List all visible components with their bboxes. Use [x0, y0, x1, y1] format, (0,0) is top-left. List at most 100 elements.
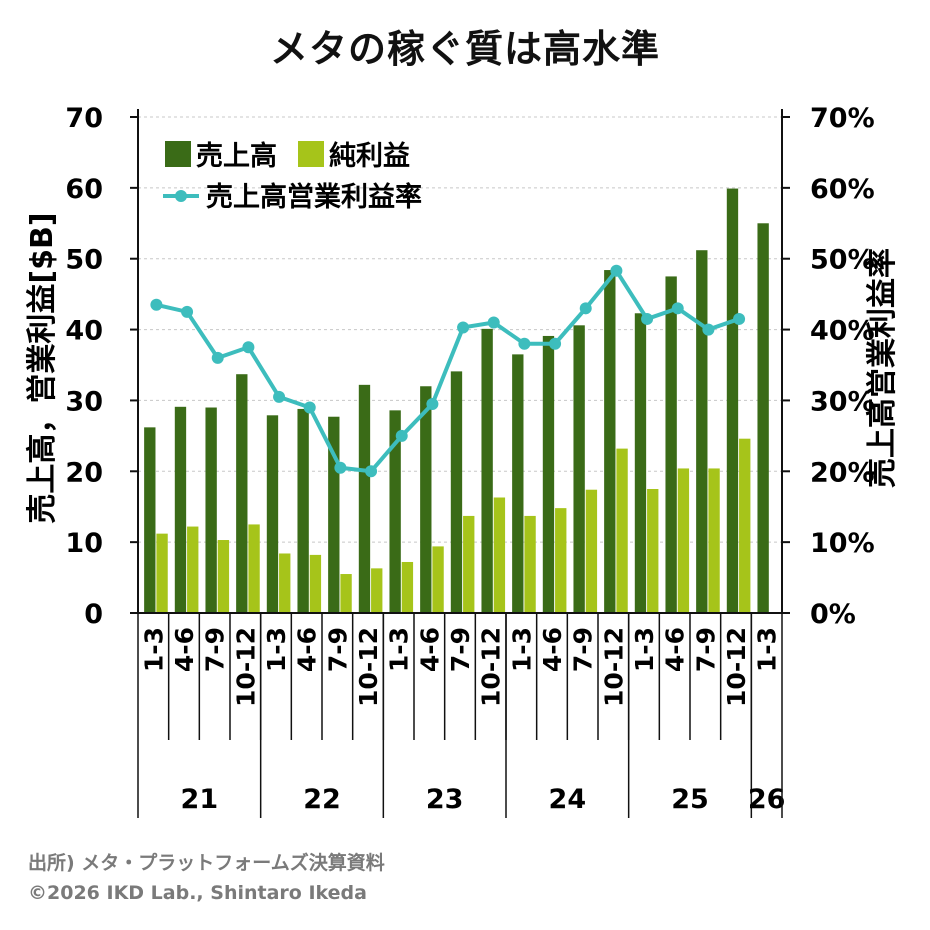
revenue-bar	[205, 407, 217, 613]
margin-point	[395, 429, 408, 442]
x-tick-label: 7-9	[323, 627, 352, 672]
net-income-bar	[248, 524, 260, 613]
margin-point	[150, 298, 163, 311]
legend-label-net-income: 純利益	[329, 140, 410, 172]
source-note: 出所) メタ・プラットフォームズ決算資料	[28, 852, 385, 874]
x-tick-label: 7-9	[691, 627, 720, 672]
x-tick-label: 10-12	[722, 627, 751, 707]
y-tick-label: 30	[65, 386, 103, 417]
margin-point	[733, 312, 746, 325]
y2-axis-title: 売上高営業利益率	[865, 248, 900, 488]
margin-point	[579, 302, 592, 315]
revenue-bar	[144, 427, 156, 613]
margin-point	[671, 302, 684, 315]
net-income-bar	[371, 568, 383, 613]
margin-point	[211, 351, 224, 364]
y-tick-label: 60	[65, 174, 103, 205]
revenue-bar	[757, 223, 769, 614]
net-income-bar	[340, 574, 352, 613]
revenue-bar	[573, 325, 585, 613]
margin-point	[610, 264, 623, 277]
revenue-bar	[328, 416, 340, 613]
y-tick-label: 10	[65, 528, 103, 559]
margin-point	[181, 305, 194, 318]
x-tick-label: 10-12	[477, 627, 506, 707]
revenue-bar	[420, 386, 432, 613]
net-income-bar	[616, 448, 628, 613]
y2-tick-label: 20%	[810, 457, 875, 488]
x-tick-label: 7-9	[201, 627, 230, 672]
legend-label-margin: 売上高営業利益率	[206, 181, 422, 213]
legend-label-revenue: 売上高	[196, 140, 277, 172]
net-income-bar	[401, 561, 414, 613]
margin-line	[155, 267, 740, 474]
revenue-bar	[236, 374, 248, 613]
x-tick-label: 4-6	[538, 627, 567, 672]
year-label: 22	[303, 784, 341, 815]
year-label: 24	[549, 784, 587, 815]
x-tick-label: 1-3	[507, 627, 536, 672]
legend-marker-margin	[175, 190, 187, 202]
net-income-bar	[187, 526, 199, 613]
y2-tick-label: 0%	[810, 599, 856, 630]
revenue-bar	[726, 188, 739, 613]
y2-tick-label: 40%	[810, 316, 875, 347]
x-tick-label: 4-6	[415, 627, 444, 672]
x-tick-label: 7-9	[446, 627, 475, 672]
x-tick-label: 1-3	[753, 627, 782, 672]
margin-point	[273, 390, 286, 403]
revenue-bar	[665, 276, 677, 613]
margin-point	[518, 337, 531, 350]
y-tick-label: 20	[65, 457, 103, 488]
copyright-note: ©2026 IKD Lab., Shintaro Ikeda	[28, 882, 367, 904]
x-tick-label: 1-3	[139, 627, 168, 672]
net-income-bar	[217, 540, 230, 613]
x-tick-label: 7-9	[569, 627, 598, 672]
revenue-bar	[266, 415, 279, 613]
y-axis-title: 売上高，営業利益[$B]	[25, 212, 60, 523]
y-tick-label: 50	[65, 245, 103, 276]
revenue-bar	[481, 328, 493, 613]
net-income-bar	[493, 497, 506, 613]
year-label: 26	[748, 784, 786, 815]
net-income-bar	[647, 489, 659, 613]
net-income-bar	[585, 489, 598, 613]
y2-tick-label: 50%	[810, 245, 875, 276]
x-tick-label: 10-12	[599, 627, 628, 707]
margin-point	[242, 341, 255, 354]
net-income-bar	[524, 515, 536, 613]
x-tick-label: 1-3	[630, 627, 659, 672]
x-tick-label: 10-12	[231, 627, 260, 707]
x-tick-label: 10-12	[354, 627, 383, 707]
net-income-bar	[708, 468, 720, 613]
revenue-bar	[174, 406, 187, 613]
y-tick-label: 70	[65, 103, 103, 134]
net-income-bar	[677, 468, 690, 613]
x-tick-label: 1-3	[385, 627, 414, 672]
revenue-bar	[542, 335, 555, 613]
revenue-bar	[297, 408, 309, 613]
y-tick-label: 0	[84, 599, 103, 630]
margin-point	[334, 461, 347, 474]
margin-point	[457, 321, 470, 334]
y2-tick-label: 60%	[810, 174, 875, 205]
net-income-bar	[309, 554, 322, 613]
net-income-bar	[432, 546, 444, 613]
year-label: 21	[181, 784, 219, 815]
revenue-bar	[450, 371, 463, 613]
x-tick-label: 4-6	[293, 627, 322, 672]
x-tick-label: 4-6	[170, 627, 199, 672]
margin-point	[549, 337, 562, 350]
margin-point	[487, 316, 500, 329]
net-income-bar	[279, 553, 291, 613]
revenue-bar	[389, 410, 401, 613]
margin-point	[641, 312, 654, 325]
revenue-bar	[696, 250, 708, 613]
legend-swatch-revenue	[165, 141, 191, 167]
margin-point	[303, 401, 316, 414]
chart-title: メタの稼ぐ質は高水準	[269, 27, 660, 71]
revenue-bar	[634, 313, 647, 613]
margin-point	[702, 323, 715, 336]
net-income-bar	[555, 508, 567, 613]
